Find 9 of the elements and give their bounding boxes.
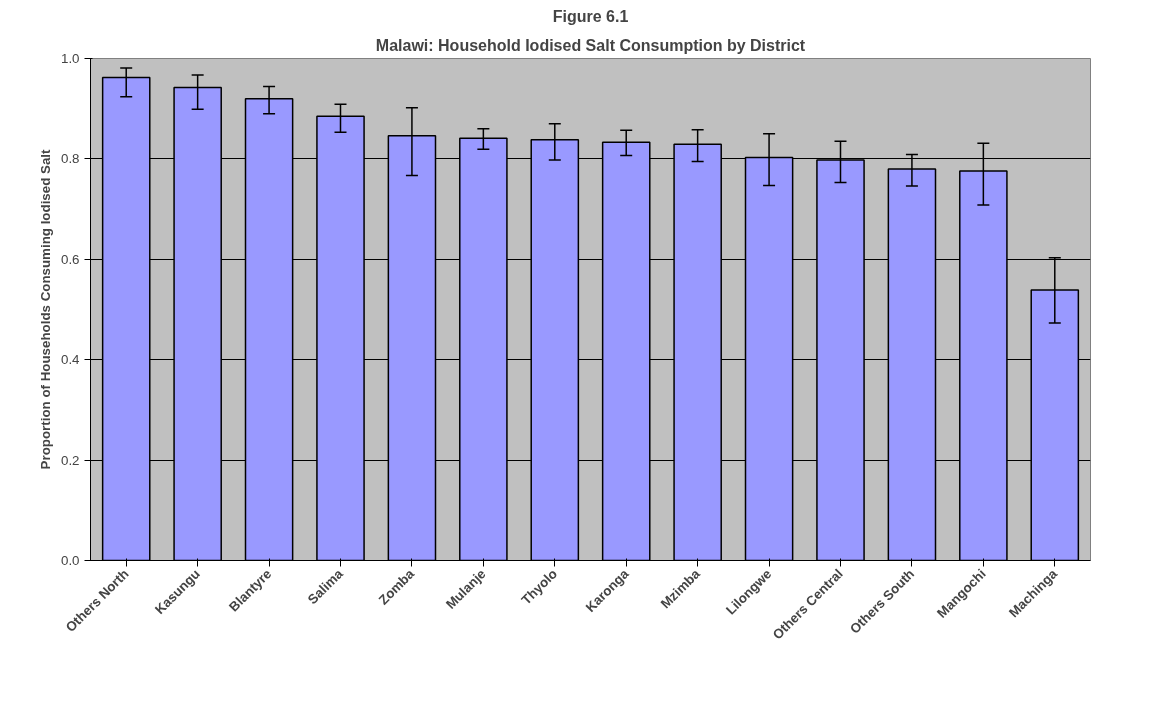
y-tick-label: 1.0 (60, 51, 80, 66)
y-tick-label: 0.0 (60, 553, 80, 568)
y-tick-label: 0.8 (60, 151, 80, 167)
y-tick-label: 0.4 (60, 352, 81, 368)
y-axis-title: Proportion of Households Consuming Iodised Salt (37, 149, 53, 470)
chart-title: Figure 6.1 (552, 7, 629, 25)
y-tick-label: 0.2 (60, 452, 80, 468)
chart-subtitle: Malawi: Household Iodised Salt Consumption by District (375, 36, 806, 54)
y-tick-label: 0.6 (60, 251, 80, 267)
